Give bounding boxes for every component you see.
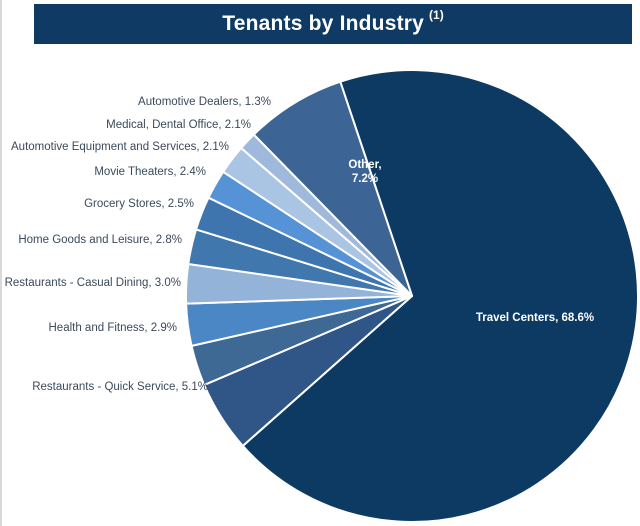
slice-label-movie-theaters: Movie Theaters, 2.4% bbox=[94, 166, 206, 178]
slice-label-home-goods-and-leisure: Home Goods and Leisure, 2.8% bbox=[18, 234, 182, 246]
slice-label-travel-centers: Travel Centers, 68.6% bbox=[476, 312, 594, 324]
slice-label-medical-dental-office: Medical, Dental Office, 2.1% bbox=[106, 119, 251, 131]
chart-title: Tenants by Industry bbox=[222, 12, 425, 35]
slice-label-restaurants-quick-service: Restaurants - Quick Service, 5.1% bbox=[32, 381, 208, 393]
slice-label-health-and-fitness: Health and Fitness, 2.9% bbox=[49, 322, 178, 334]
title-footnote-marker: (1) bbox=[429, 8, 444, 22]
pie-labels: Travel Centers, 68.6% Restaurants - Quick… bbox=[5, 96, 595, 393]
slice-label-grocery-stores: Grocery Stores, 2.5% bbox=[84, 198, 194, 210]
left-border-rule bbox=[0, 0, 2, 526]
slice-label-automotive-dealers: Automotive Dealers, 1.3% bbox=[138, 96, 271, 108]
chart-title-bar: Tenants by Industry (1) bbox=[34, 4, 632, 44]
slice-label-other: Other, 7.2% bbox=[348, 159, 381, 185]
pie-slices bbox=[185, 69, 639, 523]
pie-slice-other bbox=[252, 80, 413, 297]
slice-label-automotive-equipment-and-services: Automotive Equipment and Services, 2.1% bbox=[11, 141, 229, 153]
pie-slice-travel-centers bbox=[241, 69, 639, 523]
slice-label-restaurants-casual-dining: Restaurants - Casual Dining, 3.0% bbox=[5, 277, 181, 289]
